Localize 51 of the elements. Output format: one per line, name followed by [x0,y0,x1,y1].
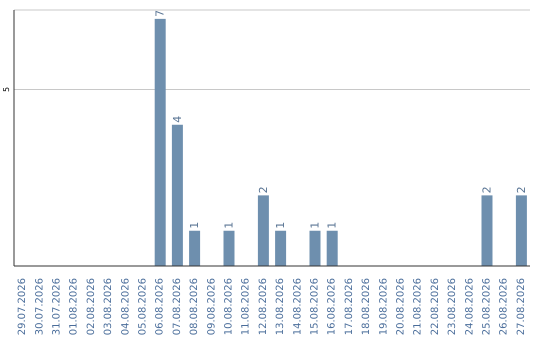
data-label: 2 [256,186,270,194]
x-tick-label: 10.08.2026 [224,278,234,336]
data-label: 1 [188,222,202,229]
data-label: 1 [326,222,339,229]
x-tick-label: 25.08.2026 [482,278,492,336]
x-tick-label: 21.08.2026 [412,278,424,336]
x-tick-label: 14.08.2026 [292,278,304,336]
x-tick-label: 18.08.2026 [361,278,372,336]
y-tick-label: 5 [2,86,11,92]
x-tick-label: 12.08.2026 [258,278,269,336]
x-tick-label: 29.07.2026 [17,278,28,336]
x-tick-label: 02.08.2026 [86,278,97,336]
data-label: 2 [480,186,494,194]
x-tick-label: 16.08.2026 [326,278,338,336]
x-tick-label: 23.08.2026 [447,278,458,336]
bar [154,18,166,266]
bar [326,230,338,266]
bar [481,195,492,266]
bar [223,230,234,266]
data-label: 1 [222,222,236,229]
x-tick-label: 26.08.2026 [498,278,510,336]
bar [189,230,200,266]
x-tick-label: 17.08.2026 [344,278,355,336]
x-tick-label: 30.07.2026 [34,278,46,336]
data-label: 1 [274,222,288,229]
bar [516,195,527,266]
x-tick-label: 08.08.2026 [189,278,200,336]
bar [258,195,269,266]
data-label: 2 [514,186,528,194]
x-tick-label: 09.08.2026 [206,278,218,336]
x-tick-label: 20.08.2026 [396,278,406,336]
x-tick-label: 07.08.2026 [172,278,183,336]
x-tick-label: 05.08.2026 [138,278,148,336]
x-tick-label: 11.08.2026 [240,278,252,336]
bar [275,230,286,266]
x-tick-label: 13.08.2026 [275,278,286,336]
x-tick-label: 24.08.2026 [464,278,476,336]
data-label: 1 [308,222,322,229]
bar [172,124,183,266]
x-tick-label: 15.08.2026 [310,278,320,336]
x-tick-label: 22.08.2026 [430,278,441,336]
bar [309,230,320,266]
x-tick-label: 03.08.2026 [103,278,114,336]
x-tick-label: 01.08.2026 [68,278,80,336]
data-label: 7 [154,10,167,17]
x-tick-label: 27.08.2026 [516,278,527,336]
x-tick-label: 19.08.2026 [378,278,390,336]
x-tick-label: 06.08.2026 [154,278,166,336]
x-tick-label: 04.08.2026 [120,278,132,336]
data-label: 4 [170,116,184,123]
x-tick-label: 31.07.2026 [52,278,62,336]
